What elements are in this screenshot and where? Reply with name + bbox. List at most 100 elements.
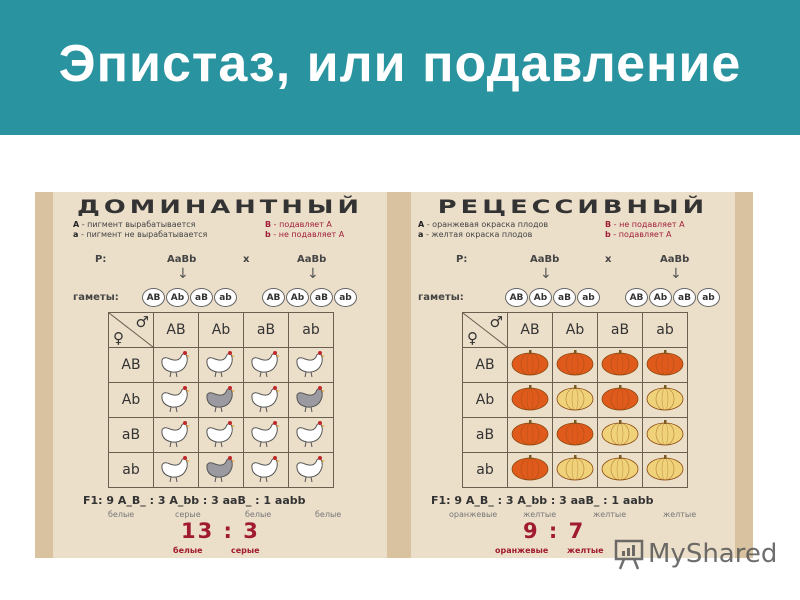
- column-header: Ab: [552, 312, 598, 348]
- phenotype-label: желтые: [523, 510, 557, 519]
- white-chicken-icon: [243, 417, 289, 453]
- column-header: AB: [153, 312, 199, 348]
- gamete: aB: [673, 288, 696, 307]
- orange-pumpkin-icon: [507, 347, 553, 383]
- gamete: Ab: [286, 288, 309, 307]
- phenotype-label: серые: [175, 510, 201, 519]
- yellow-pumpkin-icon: [642, 382, 688, 418]
- gamete: AB: [142, 288, 165, 307]
- orange-pumpkin-icon: [507, 382, 553, 418]
- column-header: aB: [597, 312, 643, 348]
- f1-formula: F1: 9 A_B_ : 3 A_bb : 3 aaB_ : 1 aabb: [431, 494, 654, 507]
- gamete: ab: [577, 288, 600, 307]
- f1-formula: F1: 9 A_B_ : 3 A_bb : 3 aaB_ : 1 aabb: [83, 494, 306, 507]
- watermark: MyShared: [614, 538, 777, 570]
- column-header: ab: [642, 312, 688, 348]
- parent-1: AaBb: [167, 254, 197, 265]
- panel-title: ДОМИНАНТНЫЙ: [77, 196, 363, 218]
- p-label: P:: [95, 254, 107, 265]
- arrow-down-icon: ↓: [670, 266, 682, 282]
- gametes-set: AB Ab aB ab: [505, 288, 601, 307]
- panel-title: РЕЦЕССИВНЫЙ: [437, 196, 709, 218]
- white-chicken-icon: [243, 347, 289, 383]
- gametes-label: гаметы:: [418, 292, 464, 303]
- slide-title: Эпистаз, или подавление: [58, 35, 742, 93]
- white-chicken-icon: [153, 382, 199, 418]
- orange-pumpkin-icon: [642, 347, 688, 383]
- column-header: AB: [507, 312, 553, 348]
- column-header: aB: [243, 312, 289, 348]
- gamete: Ab: [166, 288, 189, 307]
- legend-item: b - не подавляет А: [265, 230, 345, 239]
- phenotype-label: белые: [108, 510, 135, 519]
- phenotype-label: белые: [315, 510, 342, 519]
- gamete: AB: [505, 288, 528, 307]
- white-chicken-icon: [153, 347, 199, 383]
- gametes-set: AB Ab aB ab: [262, 288, 358, 307]
- phenotype-ratio: 9 : 7: [523, 519, 586, 543]
- yellow-pumpkin-icon: [642, 452, 688, 488]
- ratio-label: оранжевые: [495, 546, 549, 555]
- watermark-text: MyShared: [648, 539, 778, 569]
- gamete: Ab: [649, 288, 672, 307]
- white-chicken-icon: [198, 417, 244, 453]
- parent-1: AaBb: [530, 254, 560, 265]
- legend-item: A - пигмент вырабатывается: [73, 220, 196, 229]
- white-chicken-icon: [288, 347, 334, 383]
- phenotype-label: оранжевые: [449, 510, 498, 519]
- orange-pumpkin-icon: [597, 382, 643, 418]
- slide-header: [0, 0, 800, 135]
- legend-item: B - не подавляет А: [605, 220, 685, 229]
- ratio-label: серые: [231, 546, 260, 555]
- row-header: aB: [108, 417, 154, 453]
- ratio-label: желтые: [567, 546, 604, 555]
- arrow-down-icon: ↓: [177, 266, 189, 282]
- cross-sign: x: [605, 254, 612, 265]
- row-header: AB: [108, 347, 154, 383]
- gamete: ab: [697, 288, 720, 307]
- gray-chicken-icon: [288, 382, 334, 418]
- phenotype-ratio: 13 : 3: [181, 519, 260, 543]
- legend-item: A - оранжевая окраска плодов: [418, 220, 549, 229]
- phenotype-label: белые: [245, 510, 272, 519]
- orange-pumpkin-icon: [507, 417, 553, 453]
- yellow-pumpkin-icon: [552, 382, 598, 418]
- gametes-set: AB Ab aB ab: [142, 288, 238, 307]
- parent-2: AaBb: [660, 254, 690, 265]
- ratio-label: белые: [173, 546, 203, 555]
- gametes-label: гаметы:: [73, 292, 119, 303]
- row-header: Ab: [108, 382, 154, 418]
- male-symbol-icon: ♂: [489, 313, 503, 331]
- white-chicken-icon: [243, 382, 289, 418]
- white-chicken-icon: [288, 452, 334, 488]
- white-chicken-icon: [243, 452, 289, 488]
- gray-chicken-icon: [198, 452, 244, 488]
- punnett-square: ♂ ♀ AB Ab aB ab AB Ab aB ab: [462, 312, 688, 488]
- orange-pumpkin-icon: [552, 347, 598, 383]
- p-label: P:: [456, 254, 468, 265]
- yellow-pumpkin-icon: [642, 417, 688, 453]
- gamete: ab: [214, 288, 237, 307]
- dominant-epistasis-panel: ДОМИНАНТНЫЙ A - пигмент вырабатывается a -…: [35, 192, 405, 558]
- white-chicken-icon: [198, 347, 244, 383]
- female-symbol-icon: ♀: [467, 329, 478, 347]
- yellow-pumpkin-icon: [597, 452, 643, 488]
- white-chicken-icon: [153, 417, 199, 453]
- male-symbol-icon: ♂: [135, 313, 149, 331]
- orange-pumpkin-icon: [507, 452, 553, 488]
- gamete: AB: [262, 288, 285, 307]
- column-header: Ab: [198, 312, 244, 348]
- legend-item: a - желтая окраска плодов: [418, 230, 533, 239]
- legend-item: B - подавляет А: [265, 220, 332, 229]
- punnett-square: ♂ ♀ AB Ab aB ab AB Ab aB ab: [108, 312, 334, 488]
- column-header: ab: [288, 312, 334, 348]
- row-header: ab: [462, 452, 508, 488]
- legend-item: a - пигмент не вырабатывается: [73, 230, 208, 239]
- white-chicken-icon: [153, 452, 199, 488]
- gamete: Ab: [529, 288, 552, 307]
- gamete: ab: [334, 288, 357, 307]
- row-header: AB: [462, 347, 508, 383]
- parent-2: AaBb: [297, 254, 327, 265]
- phenotype-label: желтые: [593, 510, 627, 519]
- row-header: aB: [462, 417, 508, 453]
